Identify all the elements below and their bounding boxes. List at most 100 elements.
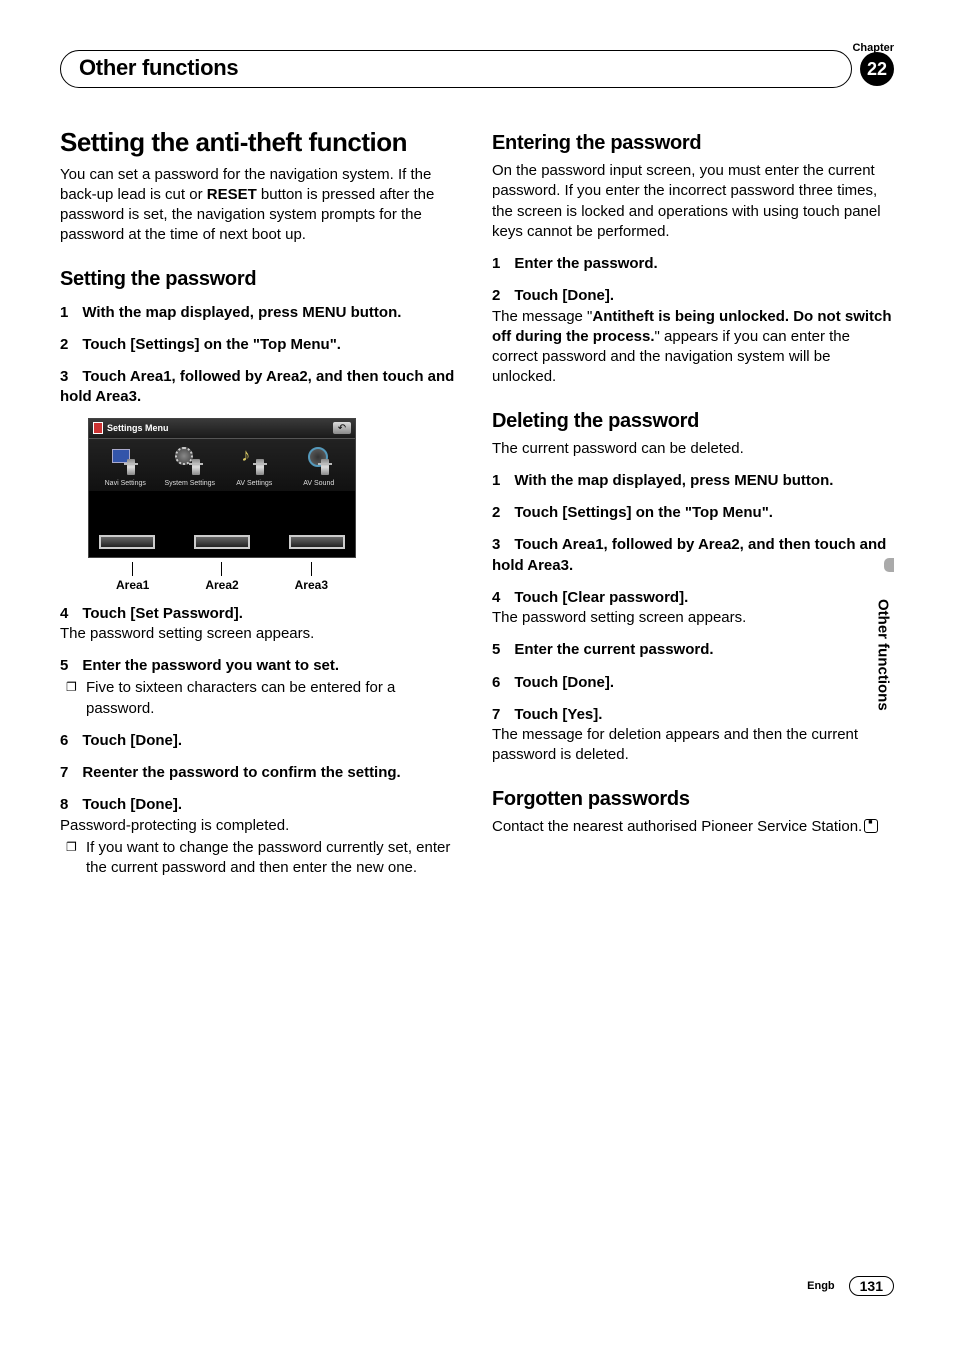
av-sound-label: AV Sound: [289, 480, 349, 487]
deleting-body: The current password can be deleted.: [492, 439, 894, 459]
del-s4-body: The password setting screen appears.: [492, 608, 894, 628]
system-settings-label: System Settings: [160, 480, 220, 487]
settings-blank-area: [89, 491, 355, 531]
footer: Engb 131: [807, 1276, 894, 1296]
del-s6-text: Touch [Done].: [514, 674, 614, 691]
del-s5-num: 5: [492, 641, 500, 658]
side-tab: Other functions: [872, 555, 894, 755]
setting-password-heading: Setting the password: [60, 268, 462, 291]
intro-bold: RESET: [207, 186, 257, 203]
step-4: 4 Touch [Set Password].: [60, 604, 462, 624]
del-s7-text: Touch [Yes].: [514, 706, 602, 723]
entering-password-heading: Entering the password: [492, 132, 894, 155]
step-5-text: Enter the password you want to set.: [82, 657, 339, 674]
del-s4-text: Touch [Clear password].: [514, 589, 688, 606]
step-5: 5 Enter the password you want to set.: [60, 656, 462, 676]
step-1: 1 With the map displayed, press MENU butt…: [60, 303, 462, 323]
chapter-badge: 22: [860, 52, 894, 86]
del-s6-num: 6: [492, 674, 500, 691]
del-s1-text: With the map displayed, press MENU butto…: [514, 472, 833, 489]
intro-text: You can set a password for the navigatio…: [60, 165, 462, 246]
step-2-text: Touch [Settings] on the "Top Menu".: [82, 336, 341, 353]
step-8-body: Password-protecting is completed.: [60, 816, 462, 836]
settings-menu-title: Settings Menu: [107, 423, 169, 433]
av-settings-cell: ♪ AV Settings: [224, 447, 284, 487]
step-3-num: 3: [60, 368, 68, 385]
left-column: Setting the anti-theft function You can …: [60, 128, 462, 878]
step-2-num: 2: [60, 336, 68, 353]
back-icon: ↶: [333, 422, 351, 434]
step-8-num: 8: [60, 796, 68, 813]
step-7-text: Reenter the password to confirm the sett…: [82, 764, 400, 781]
anti-theft-heading: Setting the anti-theft function: [60, 128, 462, 157]
del-s3-text: Touch Area1, followed by Area2, and then…: [492, 536, 886, 573]
av-settings-label: AV Settings: [224, 480, 284, 487]
del-s2-num: 2: [492, 504, 500, 521]
av-sound-cell: AV Sound: [289, 447, 349, 487]
area2-label: Area2: [177, 578, 266, 592]
del-s1-num: 1: [492, 472, 500, 489]
chapter-label: Chapter: [852, 42, 894, 54]
entering-body: On the password input screen, you must e…: [492, 161, 894, 242]
area3-cell: Area3: [267, 562, 356, 592]
side-tab-text: Other functions: [875, 599, 892, 711]
forgotten-password-heading: Forgotten passwords: [492, 788, 894, 811]
del-s4-num: 4: [492, 589, 500, 606]
step-5-bullet: Five to sixteen characters can be entere…: [60, 678, 462, 719]
del-step-5: 5 Enter the current password.: [492, 640, 894, 660]
del-step-7: 7 Touch [Yes].: [492, 705, 894, 725]
enter-step-2: 2 Touch [Done].: [492, 286, 894, 306]
step-4-body: The password setting screen appears.: [60, 624, 462, 644]
section-title: Other functions: [79, 55, 238, 81]
r2-before: The message ": [492, 308, 592, 325]
enter-s2-body: The message "Antitheft is being unlocked…: [492, 307, 894, 388]
title-line: [238, 68, 833, 69]
del-step-4: 4 Touch [Clear password].: [492, 588, 894, 608]
enter-s1-text: Enter the password.: [514, 255, 657, 272]
step-7-num: 7: [60, 764, 68, 781]
forgotten-text: Contact the nearest authorised Pioneer S…: [492, 818, 862, 835]
area3-box: [289, 535, 345, 549]
navi-settings-label: Navi Settings: [95, 480, 155, 487]
settings-boxes-row: [89, 531, 355, 557]
section-title-container: Other functions: [60, 50, 852, 88]
step-7: 7 Reenter the password to confirm the set…: [60, 763, 462, 783]
area2-box: [194, 535, 250, 549]
step-6-text: Touch [Done].: [82, 732, 182, 749]
step-6: 6Touch [Done].: [60, 731, 462, 751]
settings-icons-row: Navi Settings System Settings ♪ AV Setti…: [89, 439, 355, 491]
step-2: 2 Touch [Settings] on the "Top Menu".: [60, 335, 462, 355]
enter-step-1: 1 Enter the password.: [492, 254, 894, 274]
enter-s2-num: 2: [492, 287, 500, 304]
step-1-num: 1: [60, 304, 68, 321]
enter-s1-num: 1: [492, 255, 500, 272]
step-4-num: 4: [60, 605, 68, 622]
settings-menu-header: Settings Menu ↶: [89, 419, 355, 439]
enter-s2-text: Touch [Done].: [514, 287, 614, 304]
del-step-2: 2Touch [Settings] on the "Top Menu".: [492, 503, 894, 523]
deleting-password-heading: Deleting the password: [492, 410, 894, 433]
footer-page: 131: [849, 1276, 894, 1296]
del-step-6: 6 Touch [Done].: [492, 673, 894, 693]
area1-label: Area1: [88, 578, 177, 592]
navi-settings-cell: Navi Settings: [95, 447, 155, 487]
del-s7-num: 7: [492, 706, 500, 723]
del-s7-body: The message for deletion appears and the…: [492, 725, 894, 766]
del-step-3: 3Touch Area1, followed by Area2, and the…: [492, 535, 894, 576]
area3-label: Area3: [267, 578, 356, 592]
del-s5-text: Enter the current password.: [514, 641, 713, 658]
del-step-1: 1 With the map displayed, press MENU butt…: [492, 471, 894, 491]
step-3: 3Touch Area1, followed by Area2, and the…: [60, 367, 462, 408]
end-section-icon: [864, 819, 878, 833]
area1-cell: Area1: [88, 562, 177, 592]
step-3-text: Touch Area1, followed by Area2, and then…: [60, 368, 454, 405]
settings-header-left: Settings Menu: [93, 422, 169, 434]
step-1-text: With the map displayed, press MENU butto…: [82, 304, 401, 321]
settings-flag-icon: [93, 422, 103, 434]
step-5-num: 5: [60, 657, 68, 674]
settings-menu-image: Settings Menu ↶ Navi Settings System Set…: [88, 418, 356, 558]
system-settings-cell: System Settings: [160, 447, 220, 487]
right-column: Entering the password On the password in…: [492, 128, 894, 878]
del-s3-num: 3: [492, 536, 500, 553]
step-4-text: Touch [Set Password].: [82, 605, 243, 622]
